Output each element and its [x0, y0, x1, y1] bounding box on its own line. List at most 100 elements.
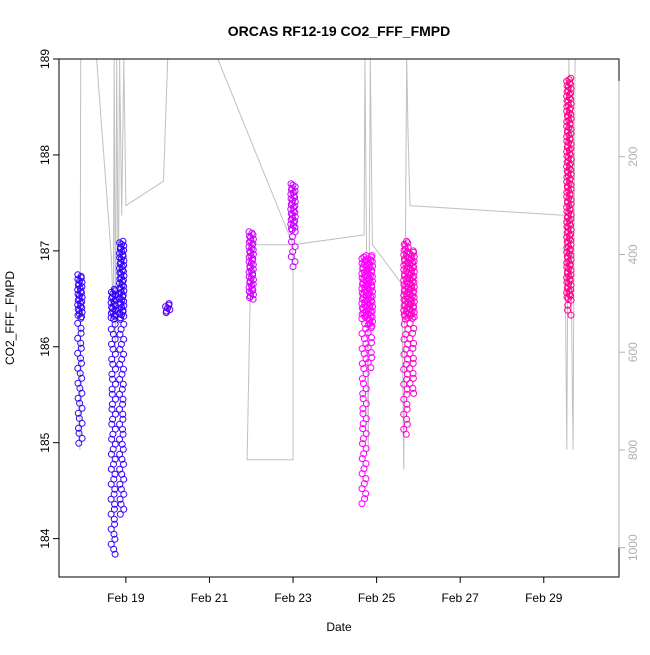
data-point-rf13 — [110, 490, 118, 498]
data-point-rf13 — [111, 535, 119, 543]
data-point-rf19a — [368, 354, 376, 362]
data-point-rf14 — [116, 510, 124, 518]
data-point-rf14 — [120, 475, 128, 483]
data-point-rf19b — [403, 400, 411, 408]
data-point-rf13 — [108, 385, 116, 393]
data-point-rf19c — [406, 379, 414, 387]
data-point-rf19a — [367, 349, 375, 357]
data-point-rf13 — [110, 545, 118, 553]
data-point-rf18 — [358, 500, 366, 508]
y-tick-label: 188 — [38, 145, 52, 165]
data-point-rf20 — [566, 247, 574, 255]
data-point-rf17 — [289, 248, 297, 256]
data-point-rf12 — [78, 404, 86, 412]
data-point-rf19b — [403, 415, 411, 423]
data-point-rf19b — [403, 405, 411, 413]
data-point-rf12 — [77, 344, 85, 352]
data-point-rf19a — [368, 334, 375, 342]
data-point-rf18 — [361, 320, 369, 328]
data-point-rf14 — [119, 425, 126, 433]
data-point-rf14 — [120, 365, 127, 373]
data-point-rf18 — [360, 335, 368, 343]
data-point-rf18 — [362, 415, 370, 423]
right-tick-label: 800 — [626, 440, 640, 460]
data-point-rf16 — [248, 256, 256, 264]
y-axis-label: CO2_FFF_FMPD — [3, 271, 17, 365]
y-tick-label: 185 — [38, 432, 52, 452]
data-point-rf20 — [564, 306, 572, 314]
data-point-rf14 — [116, 360, 124, 368]
data-point-rf13 — [111, 335, 119, 343]
data-point-rf12 — [75, 439, 83, 447]
data-point-rf12 — [77, 354, 84, 362]
data-point-rf13 — [111, 455, 119, 463]
data-point-rf12 — [77, 324, 85, 332]
data-point-rf19c — [409, 359, 417, 367]
data-point-rf19a — [365, 261, 373, 269]
data-point-rf13 — [108, 405, 116, 413]
x-tick-label: Feb 23 — [274, 591, 312, 605]
x-tick-label: Feb 21 — [191, 591, 229, 605]
data-point-rf13 — [112, 380, 119, 388]
data-point-rf18 — [358, 485, 366, 493]
data-point-rf12 — [75, 424, 82, 432]
data-point-rf12 — [78, 359, 85, 367]
data-point-rf17 — [289, 263, 297, 271]
data-point-rf13 — [111, 500, 119, 508]
data-point-rf13 — [111, 550, 119, 558]
data-point-rf14 — [118, 455, 126, 463]
chart-title: ORCAS RF12-19 CO2_FFF_FMPD — [228, 23, 450, 39]
series-group — [74, 74, 575, 558]
data-point-rf14 — [118, 440, 126, 448]
data-point-rf17 — [288, 226, 296, 234]
data-point-rf20 — [567, 296, 575, 304]
data-point-rf13 — [108, 370, 116, 378]
data-point-rf18 — [358, 455, 366, 463]
data-point-rf18 — [359, 405, 367, 413]
data-point-rf13 — [108, 400, 116, 408]
data-point-rf13 — [110, 515, 118, 523]
data-point-rf18 — [362, 400, 370, 408]
data-point-rf14 — [117, 300, 124, 308]
right-tick-label: 600 — [626, 342, 640, 362]
data-point-rf14 — [119, 293, 127, 301]
data-point-rf18 — [359, 435, 367, 443]
data-point-rf14 — [119, 445, 127, 453]
data-point-rf13 — [110, 505, 118, 513]
data-point-rf18 — [359, 390, 367, 398]
data-point-rf19b — [402, 330, 410, 338]
data-point-rf18 — [362, 385, 370, 393]
altitude-line — [79, 59, 576, 470]
data-point-rf19c — [410, 324, 418, 332]
data-point-rf19b — [402, 430, 410, 438]
data-point-rf19c — [409, 369, 417, 377]
data-point-rf16 — [249, 295, 257, 303]
data-point-rf14 — [116, 390, 123, 398]
data-point-rf13 — [108, 390, 116, 398]
data-point-rf13 — [111, 320, 119, 328]
data-point-rf13 — [112, 410, 119, 418]
data-point-rf12 — [74, 409, 82, 417]
data-point-rf12 — [76, 369, 84, 377]
data-point-rf18 — [362, 370, 370, 378]
data-point-rf19c — [406, 364, 414, 372]
data-point-rf19a — [368, 339, 375, 347]
data-point-rf19b — [403, 420, 411, 428]
data-point-rf12 — [78, 389, 86, 397]
data-point-rf13 — [111, 485, 119, 493]
data-point-rf13 — [109, 430, 117, 438]
data-point-rf14 — [119, 410, 127, 418]
data-point-rf13 — [112, 395, 119, 403]
data-point-rf13 — [108, 355, 116, 363]
data-point-rf12 — [77, 314, 85, 322]
data-point-rf13 — [109, 375, 116, 383]
data-point-rf19c — [409, 374, 417, 382]
data-point-rf20 — [564, 113, 572, 121]
data-point-rf14 — [119, 380, 127, 388]
right-tick-label: 200 — [626, 146, 640, 166]
data-point-rf12 — [77, 339, 85, 347]
data-point-rf13 — [108, 420, 116, 428]
data-point-rf19c — [410, 389, 418, 397]
data-point-rf13 — [107, 495, 115, 503]
